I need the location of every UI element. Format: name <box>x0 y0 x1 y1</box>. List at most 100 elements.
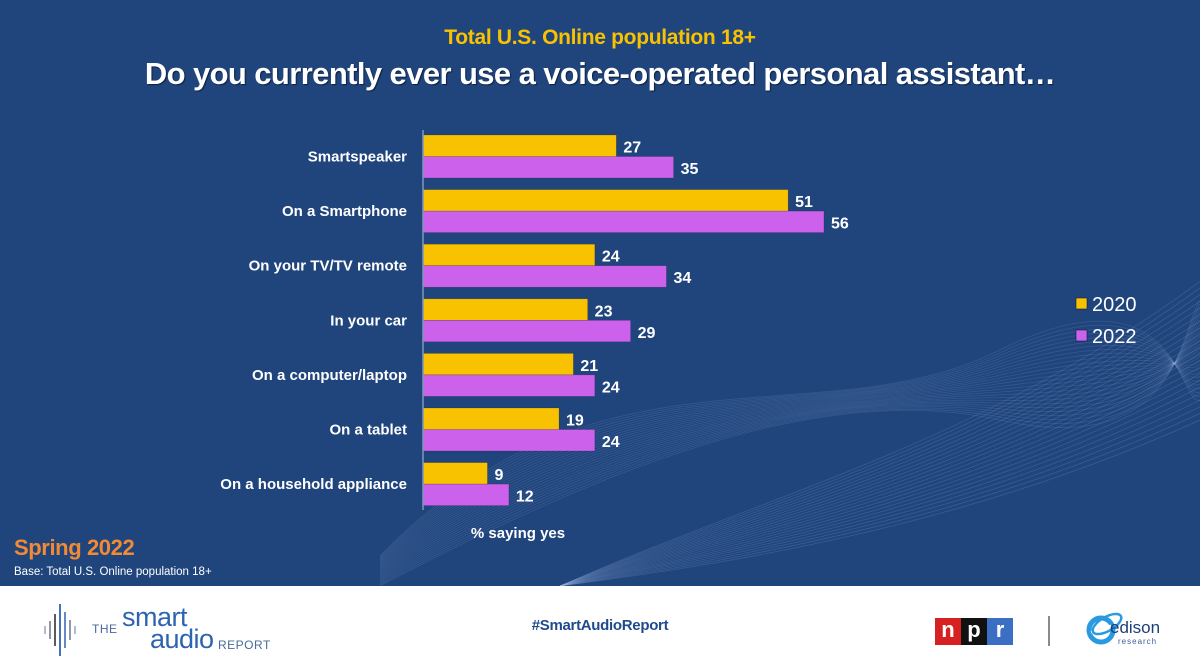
wave-line <box>379 352 1200 566</box>
npr-r: r <box>987 618 1013 645</box>
data-label-2020: 19 <box>566 413 584 430</box>
bar-2022 <box>422 265 667 288</box>
bar-2022 <box>422 210 825 233</box>
npr-n: n <box>935 618 961 645</box>
wave-line <box>379 351 1200 571</box>
wave-line <box>379 335 1200 576</box>
wave-line <box>559 360 1200 586</box>
logo-smart: smart <box>122 602 188 632</box>
data-label-2020: 21 <box>580 358 598 375</box>
wave-line <box>559 413 1200 586</box>
logo-report: REPORT <box>218 638 271 652</box>
smart-audio-report-logo: THE smart audio REPORT <box>42 600 282 660</box>
legend-swatch-2022 <box>1075 329 1088 342</box>
bar-chart: Smartspeaker 27 35 On a Smartphone 51 56 On yo… <box>220 130 1137 542</box>
wave-line <box>379 315 1200 582</box>
wave-line <box>559 419 1200 586</box>
wave-line <box>379 356 1200 568</box>
wave-line <box>559 340 1200 586</box>
wave-line <box>379 323 1200 580</box>
bar-2022 <box>422 319 631 343</box>
wave-line <box>379 303 1200 586</box>
wave-line <box>559 347 1200 586</box>
data-label-2022: 34 <box>673 270 691 287</box>
data-label-2022: 56 <box>831 216 849 233</box>
soundwave-icon <box>44 604 76 656</box>
bar-2020 <box>422 462 488 485</box>
wave-line <box>559 294 1200 586</box>
legend-label-2022: 2022 <box>1092 326 1137 348</box>
legend-swatch-2020 <box>1075 297 1088 310</box>
edison-sub: research <box>1118 637 1158 646</box>
data-label-2022: 24 <box>602 434 620 451</box>
bar-2022 <box>422 374 596 397</box>
wave-line <box>379 307 1200 584</box>
data-label-2022: 35 <box>681 161 699 178</box>
legend-label-2020: 2020 <box>1092 294 1137 316</box>
bar-2020 <box>422 298 588 321</box>
wave-line <box>559 333 1200 586</box>
wave-line <box>379 319 1200 581</box>
wave-line <box>379 347 1200 572</box>
wave-line <box>379 339 1200 575</box>
bar-2020 <box>422 134 617 157</box>
edison-orbit-icon <box>1086 612 1123 645</box>
wave-line <box>559 406 1200 586</box>
season-label: Spring 2022 <box>14 535 135 560</box>
wave-line <box>559 307 1200 586</box>
wave-line <box>559 399 1200 586</box>
data-label-2020: 23 <box>595 303 613 320</box>
wave-line <box>379 359 1200 569</box>
bar-2022 <box>422 429 596 452</box>
decorative-waves <box>379 281 1200 586</box>
chart-title: Do you currently ever use a voice-operat… <box>144 56 1056 91</box>
wave-line <box>559 373 1200 586</box>
bar-2020 <box>422 189 789 212</box>
data-label-2020: 9 <box>494 467 503 484</box>
bar-group-0: Smartspeaker 27 35 <box>308 134 699 179</box>
wave-line <box>379 331 1200 577</box>
bar-2020 <box>422 353 574 376</box>
category-label: Smartspeaker <box>308 149 407 166</box>
logo-audio: audio <box>150 624 214 654</box>
bar-2020 <box>422 243 596 266</box>
wave-line <box>379 343 1200 574</box>
bar-2022 <box>422 483 510 506</box>
data-label-2020: 51 <box>795 194 813 211</box>
category-label: On a computer/laptop <box>252 367 407 384</box>
bar-group-3: In your car 23 29 <box>330 298 656 343</box>
hashtag: #SmartAudioReport <box>531 617 669 634</box>
base-note: Base: Total U.S. Online population 18+ <box>14 566 212 578</box>
wave-line <box>379 345 1200 564</box>
edison-research-logo: edison research <box>1085 604 1195 659</box>
wave-line <box>559 320 1200 586</box>
wave-line <box>559 281 1200 586</box>
legend: 2020 2022 <box>1075 294 1137 348</box>
bar-group-5: On a tablet 19 24 <box>329 407 620 452</box>
bar-group-6: On a household appliance 9 12 <box>220 462 534 506</box>
wave-line <box>559 380 1200 586</box>
bars-layer: Smartspeaker 27 35 On a Smartphone 51 56 On yo… <box>220 134 849 506</box>
edison-name: edison <box>1110 618 1161 637</box>
npr-logo: n p r <box>935 618 1013 645</box>
category-label: On a Smartphone <box>282 203 407 220</box>
wave-line <box>379 327 1200 578</box>
bar-group-2: On your TV/TV remote 24 34 <box>249 243 691 288</box>
data-label-2022: 24 <box>602 379 620 396</box>
data-label-2022: 29 <box>638 325 656 342</box>
wave-line <box>559 327 1200 586</box>
bar-2022 <box>422 156 674 179</box>
category-label: On a household appliance <box>220 476 407 493</box>
wave-line <box>559 386 1200 586</box>
wave-line <box>559 287 1200 586</box>
wave-line <box>559 300 1200 586</box>
bar-group-1: On a Smartphone 51 56 <box>282 189 849 233</box>
wave-line <box>559 353 1200 586</box>
wave-line <box>379 299 1200 586</box>
slide-background: Total U.S. Online population 18+ Do you … <box>0 0 1200 586</box>
data-label-2022: 12 <box>516 489 534 506</box>
wave-line <box>379 348 1200 565</box>
category-label: On a tablet <box>329 422 407 439</box>
npr-p: p <box>961 618 987 645</box>
